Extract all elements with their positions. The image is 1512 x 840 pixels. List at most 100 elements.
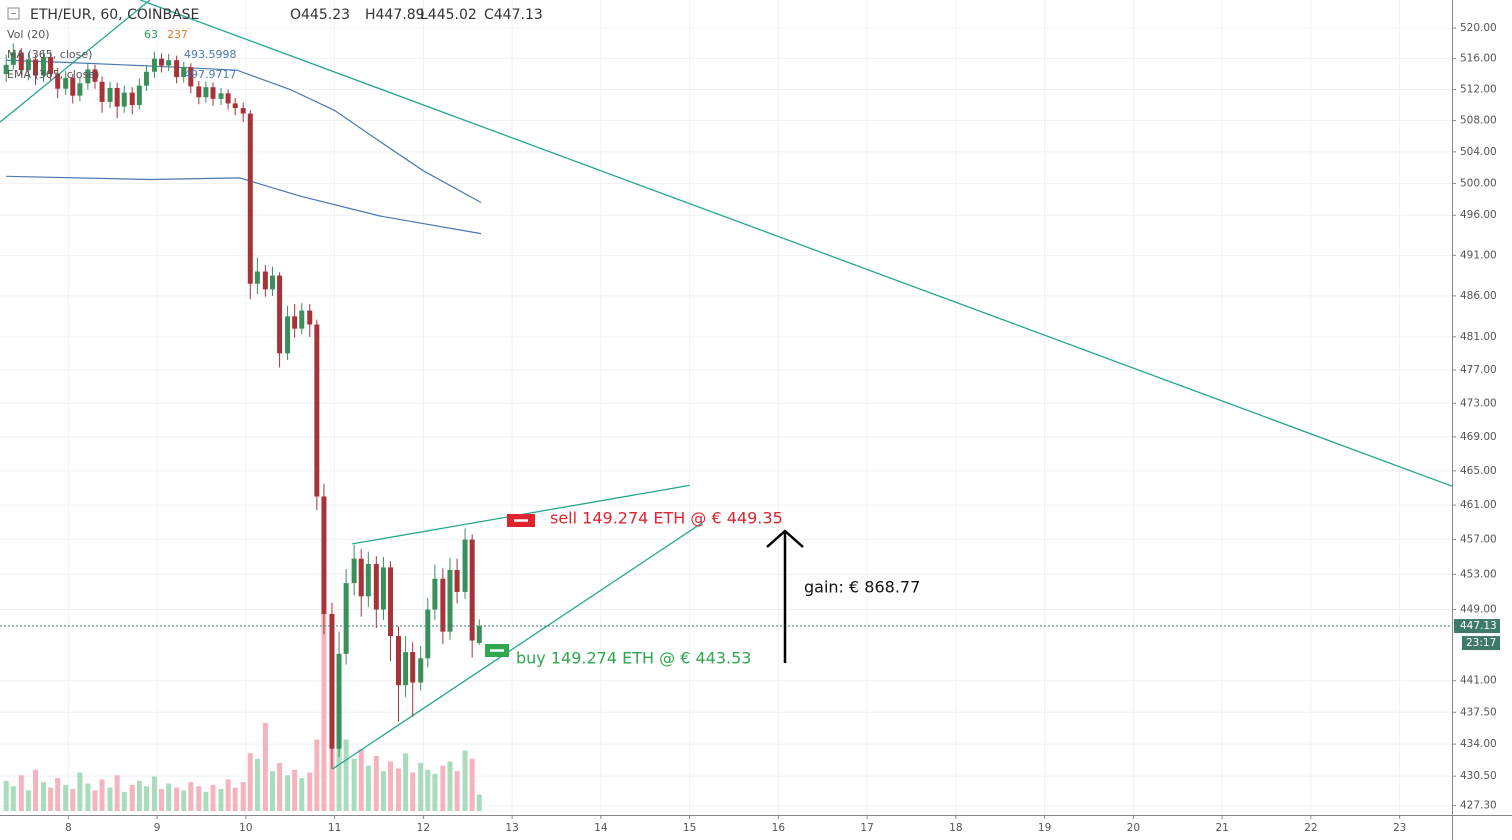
- volume-bar: [18, 775, 24, 811]
- countdown-label: 23:17: [1466, 637, 1496, 649]
- buy-annotation: buy 149.274 ETH @ € 443.53: [516, 649, 751, 668]
- candle-body: [462, 539, 468, 592]
- candle-layer: [0, 43, 1452, 769]
- volume-bar: [40, 782, 46, 811]
- candle-body: [329, 613, 335, 749]
- candle-body: [240, 108, 246, 114]
- ema-indicator-name[interactable]: EMA (365, close): [7, 68, 99, 81]
- collapse-icon[interactable]: [7, 7, 20, 20]
- trend-line: [0, 0, 151, 123]
- volume-bar: [396, 768, 402, 811]
- volume-indicator-name[interactable]: Vol (20): [7, 28, 50, 41]
- x-tick-label: 12: [417, 822, 430, 834]
- x-tick-label: 15: [683, 822, 696, 834]
- volume-bar: [203, 791, 209, 811]
- volume-bar: [299, 778, 305, 811]
- candle-body: [321, 496, 327, 614]
- volume-bar: [174, 787, 180, 811]
- candle-body: [174, 60, 180, 78]
- candle-body: [365, 563, 371, 597]
- ohlc-high: H447.89: [365, 7, 425, 23]
- volume-bar: [247, 753, 253, 811]
- candle-body: [388, 567, 394, 637]
- volume-bar: [365, 765, 371, 811]
- candle-body: [476, 626, 482, 643]
- candle-body: [210, 87, 216, 99]
- candle-body: [285, 316, 291, 354]
- y-tick-label: 508.00: [1460, 115, 1497, 127]
- y-tick-label: 457.00: [1460, 534, 1497, 546]
- candle-body: [92, 69, 98, 82]
- candle-body: [70, 77, 76, 96]
- volume-bar: [63, 784, 69, 811]
- volume-bar: [388, 761, 394, 811]
- candle-body: [151, 58, 157, 72]
- candle-body: [336, 653, 342, 749]
- indicator-line: [6, 59, 482, 204]
- candle-body: [440, 578, 446, 632]
- volume-bar: [92, 790, 98, 811]
- candle-body: [292, 316, 298, 329]
- volume-bar: [181, 790, 187, 811]
- ema-indicator-value: 497.9717: [184, 68, 237, 81]
- y-tick-label: 430.50: [1460, 770, 1497, 782]
- candle-body: [447, 570, 453, 632]
- y-tick-label: 461.00: [1460, 499, 1497, 511]
- y-tick-label: 486.00: [1460, 290, 1497, 302]
- candle-body: [373, 563, 379, 610]
- candle-body: [203, 87, 209, 98]
- volume-bar: [225, 779, 231, 811]
- volume-bar: [196, 786, 202, 811]
- candle-body: [55, 74, 61, 89]
- y-tick-label: 520.00: [1460, 22, 1497, 34]
- volume-bar: [99, 779, 105, 811]
- candle-body: [232, 103, 238, 109]
- candle-body: [351, 558, 357, 584]
- volume-bar: [232, 787, 238, 811]
- x-tick-label: 21: [1215, 822, 1228, 834]
- candle-body: [3, 64, 9, 75]
- volume-bar: [469, 758, 475, 811]
- sell-annotation: sell 149.274 ETH @ € 449.35: [550, 509, 783, 528]
- candle-body: [307, 310, 313, 325]
- y-tick-label: 512.00: [1460, 83, 1497, 95]
- volume-bar: [343, 739, 349, 811]
- x-tick-label: 16: [772, 822, 786, 834]
- volume-bar: [447, 761, 453, 811]
- candle-body: [403, 652, 409, 686]
- candle-body: [159, 58, 165, 66]
- volume-bar: [425, 769, 431, 811]
- volume-bar: [262, 723, 268, 811]
- candle-body: [410, 652, 416, 683]
- y-tick-label: 477.00: [1460, 364, 1497, 376]
- x-tick-label: 22: [1304, 822, 1317, 834]
- volume-indicator-value: 63: [144, 28, 158, 41]
- volume-bar: [151, 776, 157, 811]
- candle-body: [299, 310, 305, 329]
- volume-bar: [440, 765, 446, 811]
- candle-body: [107, 87, 113, 102]
- volume-bar: [292, 769, 298, 811]
- y-tick-label: 434.00: [1460, 738, 1497, 750]
- volume-bar: [48, 787, 54, 811]
- x-tick-label: 23: [1393, 822, 1406, 834]
- candle-body: [218, 93, 224, 99]
- volume-indicator-value: 237: [167, 28, 188, 41]
- volume-bar: [285, 775, 291, 811]
- volume-bar: [380, 771, 386, 811]
- volume-bar: [454, 771, 460, 811]
- volume-bar: [432, 773, 438, 811]
- x-tick-label: 10: [239, 822, 252, 834]
- symbol[interactable]: ETH/EUR, 60, COINBASE: [30, 7, 199, 23]
- volume-bar: [254, 758, 260, 811]
- ma-indicator-name[interactable]: MA (365, close): [7, 48, 92, 61]
- volume-bar: [351, 758, 357, 811]
- y-tick-label: 469.00: [1460, 431, 1497, 443]
- candle-body: [358, 558, 364, 597]
- candle-body: [269, 275, 275, 290]
- candle-body: [129, 92, 135, 105]
- candle-body: [77, 83, 83, 96]
